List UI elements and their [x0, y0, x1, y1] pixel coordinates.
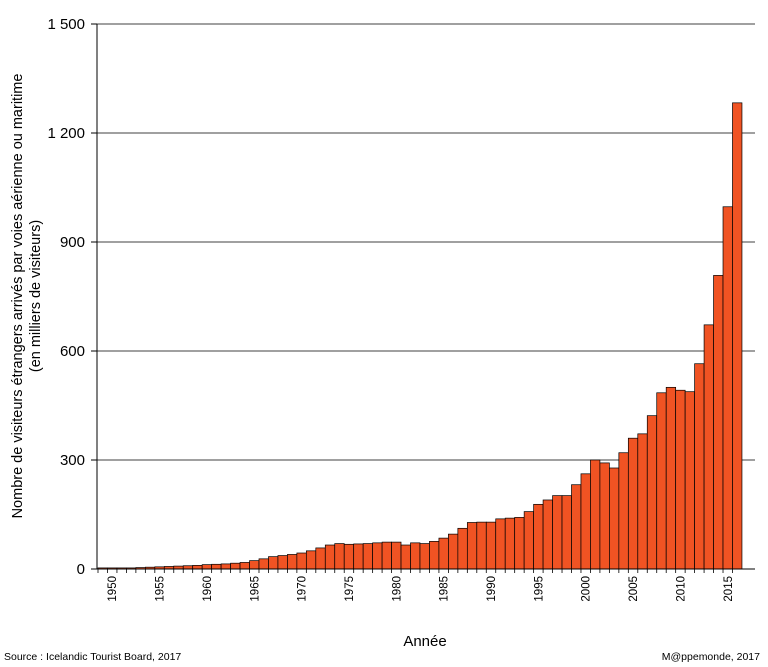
bar-1979 — [381, 541, 392, 570]
bar-2011 — [684, 391, 695, 570]
x-tick-label: 2000 — [581, 576, 593, 602]
bar-1965 — [249, 560, 260, 570]
y-tick-label: 300 — [60, 452, 85, 469]
bar-1966 — [258, 558, 269, 570]
bar-1991 — [495, 518, 506, 570]
bar-2005 — [627, 437, 639, 570]
bar-1990 — [485, 521, 497, 570]
credit-note: M@ppemonde, 2017 — [661, 651, 760, 663]
x-ticks: 1950 1955 1960 1965 1970 1975 1980 1985 1990 1995… — [97, 569, 735, 602]
y-tick-label: 0 — [77, 561, 85, 578]
bar-1985 — [438, 537, 449, 570]
bar-1961 — [211, 563, 222, 570]
bars — [97, 102, 743, 570]
x-tick-label: 1955 — [155, 576, 167, 602]
x-tick-label: 1970 — [297, 576, 309, 602]
gridlines — [97, 23, 755, 461]
bar-1969 — [287, 554, 298, 570]
bar-1963 — [230, 562, 241, 570]
source-note: Source : Icelandic Tourist Board, 2017 — [4, 651, 182, 663]
bar-1968 — [277, 555, 288, 570]
bar-1974 — [334, 543, 345, 570]
bar-1962 — [220, 563, 231, 570]
bar-2015 — [722, 206, 733, 570]
x-tick-label: 1975 — [344, 576, 356, 602]
y-tick-label: 1 500 — [47, 16, 85, 33]
x-tick-label: 1950 — [107, 576, 119, 602]
x-tick-label: 1995 — [533, 576, 545, 602]
y-axis-label-group: Nombre de visiteurs étrangers arrivés pa… — [10, 74, 44, 519]
bar-1995 — [533, 503, 544, 570]
bar-1986 — [448, 533, 459, 570]
bar-1973 — [324, 544, 336, 570]
bar-1971 — [305, 550, 317, 570]
bar-2014 — [713, 275, 724, 570]
bar-1996 — [542, 499, 553, 570]
bar-1978 — [372, 542, 383, 570]
bar-1982 — [410, 542, 421, 570]
bar-1999 — [571, 484, 582, 570]
bar-1981 — [400, 544, 411, 570]
x-axis-label: Année — [403, 633, 446, 650]
y-ticks: 0 300 600 900 1 200 1 500 — [47, 16, 97, 578]
bar-2004 — [618, 452, 629, 570]
y-tick-label: 600 — [60, 343, 85, 360]
bar-2012 — [694, 363, 705, 570]
bar-2013 — [703, 324, 714, 570]
bar-1967 — [268, 556, 279, 570]
bar-2009 — [665, 386, 677, 570]
bar-1983 — [419, 543, 430, 570]
bar-2002 — [599, 462, 610, 570]
bar-1976 — [353, 543, 364, 570]
bar-1992 — [504, 517, 516, 570]
bar-2006 — [637, 433, 648, 570]
x-tick-label: 2010 — [675, 576, 687, 602]
bar-2003 — [609, 467, 620, 570]
x-tick-label: 1980 — [391, 576, 403, 602]
bar-1993 — [514, 517, 525, 570]
axes — [96, 24, 755, 570]
bar-1997 — [552, 495, 563, 570]
bar-1959 — [192, 565, 203, 570]
x-tick-label: 1960 — [202, 576, 214, 602]
x-tick-label: 2015 — [723, 576, 735, 602]
bar-1970 — [296, 552, 307, 570]
y-tick-label: 900 — [60, 234, 85, 251]
y-axis-label: Nombre de visiteurs étrangers arrivés pa… — [10, 74, 26, 519]
bar-2001 — [590, 459, 601, 570]
x-tick-label: 1965 — [249, 576, 261, 602]
bar-1987 — [457, 527, 468, 570]
y-axis-label-unit: (en milliers de visiteurs) — [28, 220, 44, 372]
bar-1984 — [429, 541, 440, 570]
x-tick-label: 1985 — [439, 576, 451, 602]
bar-1960 — [201, 564, 212, 570]
bar-1972 — [315, 547, 326, 570]
bar-1964 — [239, 562, 250, 570]
bar-1989 — [476, 521, 487, 570]
x-tick-label: 2005 — [628, 576, 640, 602]
bar-2010 — [675, 389, 686, 570]
y-tick-label: 1 200 — [47, 125, 85, 142]
bar-1980 — [391, 541, 402, 570]
bar-2008 — [656, 392, 667, 570]
bar-1994 — [523, 511, 534, 570]
bar-1977 — [362, 543, 373, 570]
bar-2016 — [732, 102, 743, 570]
x-tick-label: 1990 — [486, 576, 498, 602]
bar-1975 — [343, 543, 355, 570]
bar-2007 — [646, 415, 658, 570]
bar-2000 — [580, 473, 591, 570]
bar-1998 — [561, 495, 572, 570]
bar-1988 — [466, 522, 478, 570]
